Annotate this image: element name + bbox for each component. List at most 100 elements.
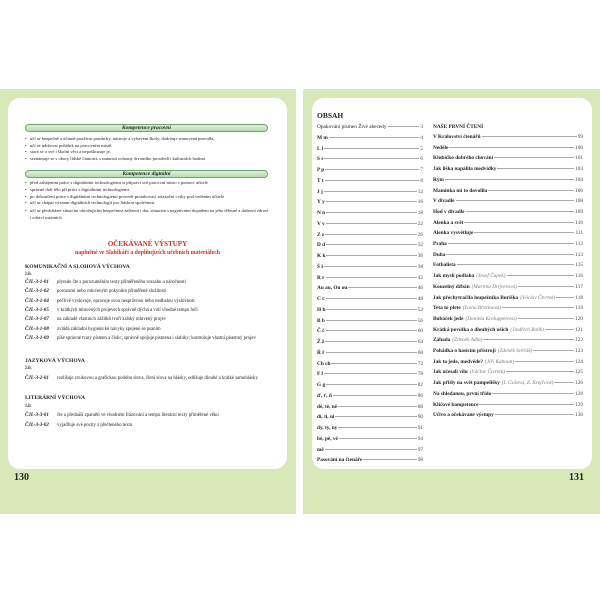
toc-entry[interactable]: V Království čtenářů 99 bbox=[433, 134, 583, 142]
toc-entry[interactable]: Jak to jede, medvěde? (Jiří Kahoun) 124 bbox=[433, 359, 583, 367]
toc-entry[interactable]: Jak přišly na svět pampelišky (I. Gošová,… bbox=[433, 380, 583, 388]
toc-entry-author: (Zdeněk Adla) bbox=[452, 337, 483, 344]
toc-entry[interactable]: Ž ž 64 bbox=[317, 339, 423, 347]
toc-entry[interactable]: mě 97 bbox=[317, 447, 423, 455]
toc-entry[interactable]: Z z 26 bbox=[317, 232, 423, 240]
toc-entry[interactable]: di, ti, ni 90 bbox=[317, 414, 423, 422]
toc-entry-title: Učivo a očekávané výstupy bbox=[433, 412, 494, 419]
toc-entry[interactable]: Klíčové kompetence 129 bbox=[433, 402, 583, 410]
toc-leader bbox=[444, 178, 575, 180]
toc-entry-author: (Jiří Kahoun) bbox=[485, 358, 515, 365]
toc-entry[interactable]: P p 7 bbox=[317, 167, 423, 175]
toc-entry[interactable]: D d 32 bbox=[317, 242, 423, 250]
toc-entry-title: G g bbox=[317, 382, 326, 388]
toc-entry[interactable]: Neděle 100 bbox=[433, 145, 583, 153]
toc-entry-title: Š š bbox=[317, 263, 324, 270]
toc-entry[interactable]: Na shledanou, první třído 128 bbox=[433, 391, 583, 399]
toc-entry[interactable]: Alenka a svět 110 bbox=[433, 220, 583, 228]
toc-entry[interactable]: Alenka vysvětluje 111 bbox=[433, 230, 583, 238]
toc-entry[interactable]: Kouzelný džbán (Martina Drijverová) 117 bbox=[433, 284, 583, 292]
toc-entry[interactable]: F f 78 bbox=[317, 371, 423, 379]
toc-leader bbox=[387, 126, 420, 127]
toc-entry-page: 115 bbox=[575, 262, 583, 269]
toc-entry[interactable]: Pohádka o hasicím přístroji (Zdeněk Svěrá… bbox=[433, 348, 583, 356]
bullet-item: seznamuje se s obory lidské činnosti, s … bbox=[25, 156, 270, 163]
bullet-text: před zahájením práce s digitálními techn… bbox=[30, 180, 208, 185]
toc-entry[interactable]: bě, pě, vě 94 bbox=[317, 436, 423, 444]
toc-entry[interactable]: Jak přechytračila loupežníka Buriška (Vác… bbox=[433, 295, 583, 303]
toc-entry[interactable]: Č č 60 bbox=[317, 328, 423, 336]
toc-entry-page: 60 bbox=[417, 328, 423, 335]
toc-entry[interactable]: R r 42 bbox=[317, 275, 423, 283]
output-text: rozlišuje zvukovou a grafickou podobu sl… bbox=[57, 376, 258, 381]
toc-entry-title: Ž ž bbox=[317, 339, 325, 345]
toc-entry-page: 4 bbox=[420, 134, 423, 141]
toc-entry[interactable]: M m 4 bbox=[317, 135, 423, 143]
toc-entry[interactable]: T t 8 bbox=[317, 178, 423, 186]
toc-entry[interactable]: Au au, Ou ou 46 bbox=[317, 285, 423, 293]
section-heading: JAZYKOVÁ VÝCHOVA bbox=[25, 358, 85, 364]
toc-entry[interactable]: H h 52 bbox=[317, 307, 423, 315]
toc-entry[interactable]: Ř ř 68 bbox=[317, 350, 423, 358]
toc-leader bbox=[338, 437, 417, 439]
toc-entry-title: Z z bbox=[317, 231, 325, 238]
toc-entry[interactable]: Maminka mi to dovolila 106 bbox=[433, 188, 583, 196]
toc-leader bbox=[502, 307, 575, 309]
toc-entry[interactable]: Teta to plete (Ivona Březinová) 119 bbox=[433, 305, 583, 313]
toc-entry-title: Jak učesali vílu bbox=[433, 369, 468, 376]
toc-entry[interactable]: Fotbalista 115 bbox=[433, 262, 583, 270]
toc-entry[interactable]: Pasování na čtenáře 98 bbox=[317, 457, 423, 465]
toc-entry[interactable]: Y y 16 bbox=[317, 199, 423, 207]
toc-entry-page: 78 bbox=[417, 371, 423, 378]
toc-entry-author: (Václav Čtvrtek) bbox=[520, 294, 556, 301]
toc-entry-page: 103 bbox=[575, 166, 583, 173]
toc-leader bbox=[554, 382, 575, 384]
toc-entry[interactable]: Duha 113 bbox=[433, 252, 583, 260]
toc-entry-title: Jak přechytračila loupežníka Buriška bbox=[433, 294, 519, 301]
toc-entry[interactable]: Ch ch 72 bbox=[317, 361, 423, 369]
toc-entry-title: Teta to plete bbox=[433, 305, 461, 312]
toc-entry[interactable]: Záhada (Zdeněk Adla) 122 bbox=[433, 337, 583, 345]
output-code: ČJL-3-3-01 bbox=[25, 413, 49, 418]
toc-entry[interactable]: Krátká povídka o dlouhých uších (Jindřich… bbox=[433, 327, 583, 335]
toc-leader bbox=[332, 394, 417, 396]
toc-entry[interactable]: dy, ty, ny 91 bbox=[317, 425, 423, 433]
toc-leader bbox=[533, 350, 575, 351]
toc-entry[interactable]: Hod v divadle 109 bbox=[433, 209, 583, 217]
toc-entry[interactable]: Praha 112 bbox=[433, 241, 583, 249]
toc-entry[interactable]: Jak liška napálila medvídky 103 bbox=[433, 166, 583, 174]
toc-entry[interactable]: Bubáček jede (Daniela Krolupperová) 120 bbox=[433, 316, 583, 324]
toc-entry-page: 18 bbox=[417, 210, 423, 216]
toc-entry[interactable]: N n 18 bbox=[317, 210, 423, 218]
toc-entry[interactable]: Rým 104 bbox=[433, 177, 583, 185]
toc-entry[interactable]: V v 22 bbox=[317, 221, 423, 229]
toc-entry[interactable]: Klubíčko dobrého chování 101 bbox=[433, 155, 583, 163]
output-text: píše správné tvary písmen a číslic, sprá… bbox=[57, 336, 256, 341]
toc-entry[interactable]: Učivo a očekávané výstupy 130 bbox=[433, 412, 583, 420]
toc-entry[interactable]: C c 48 bbox=[317, 296, 423, 304]
pupil-label: žák bbox=[25, 272, 32, 277]
toc-entry[interactable]: L l 5 bbox=[317, 146, 423, 154]
toc-entry[interactable]: S s 6 bbox=[317, 156, 423, 164]
toc-entry[interactable]: V divadle 108 bbox=[433, 198, 583, 206]
toc-entry[interactable]: Š š 38 bbox=[317, 264, 423, 272]
toc-entry[interactable]: B b 56 bbox=[317, 318, 423, 326]
toc-entry-page: 52 bbox=[417, 306, 423, 313]
bullet-item: učí se bezpečně a účinně používat pomůck… bbox=[25, 136, 270, 143]
toc-entry[interactable]: K k 36 bbox=[317, 253, 423, 261]
toc-entry-page: 113 bbox=[575, 251, 583, 258]
toc-entry[interactable]: ď, ť, ň 86 bbox=[317, 393, 423, 401]
toc-entry[interactable]: G g 82 bbox=[317, 382, 423, 390]
toc-leader bbox=[323, 190, 417, 192]
toc-entry-page: 125 bbox=[575, 369, 583, 376]
toc-entry-title: Ř ř bbox=[317, 349, 325, 356]
toc-entry[interactable]: J j 12 bbox=[317, 189, 423, 197]
toc-entry-page: 121 bbox=[575, 326, 583, 333]
toc-entry-page: 22 bbox=[417, 220, 423, 227]
toc-entry[interactable]: dě, tě, ně 88 bbox=[317, 404, 423, 412]
toc-entry-title: Jak myslí podlaha bbox=[433, 273, 475, 280]
toc-entry[interactable]: Jak myslí podlaha (Josef Čapek) 116 bbox=[433, 273, 583, 281]
toc-entry-page: 7 bbox=[420, 167, 423, 173]
toc-entry[interactable]: Opakování písmen Živé abecedy 3 bbox=[317, 124, 423, 132]
toc-entry[interactable]: Jak učesali vílu (Václav Čtvrtek) 125 bbox=[433, 369, 583, 377]
